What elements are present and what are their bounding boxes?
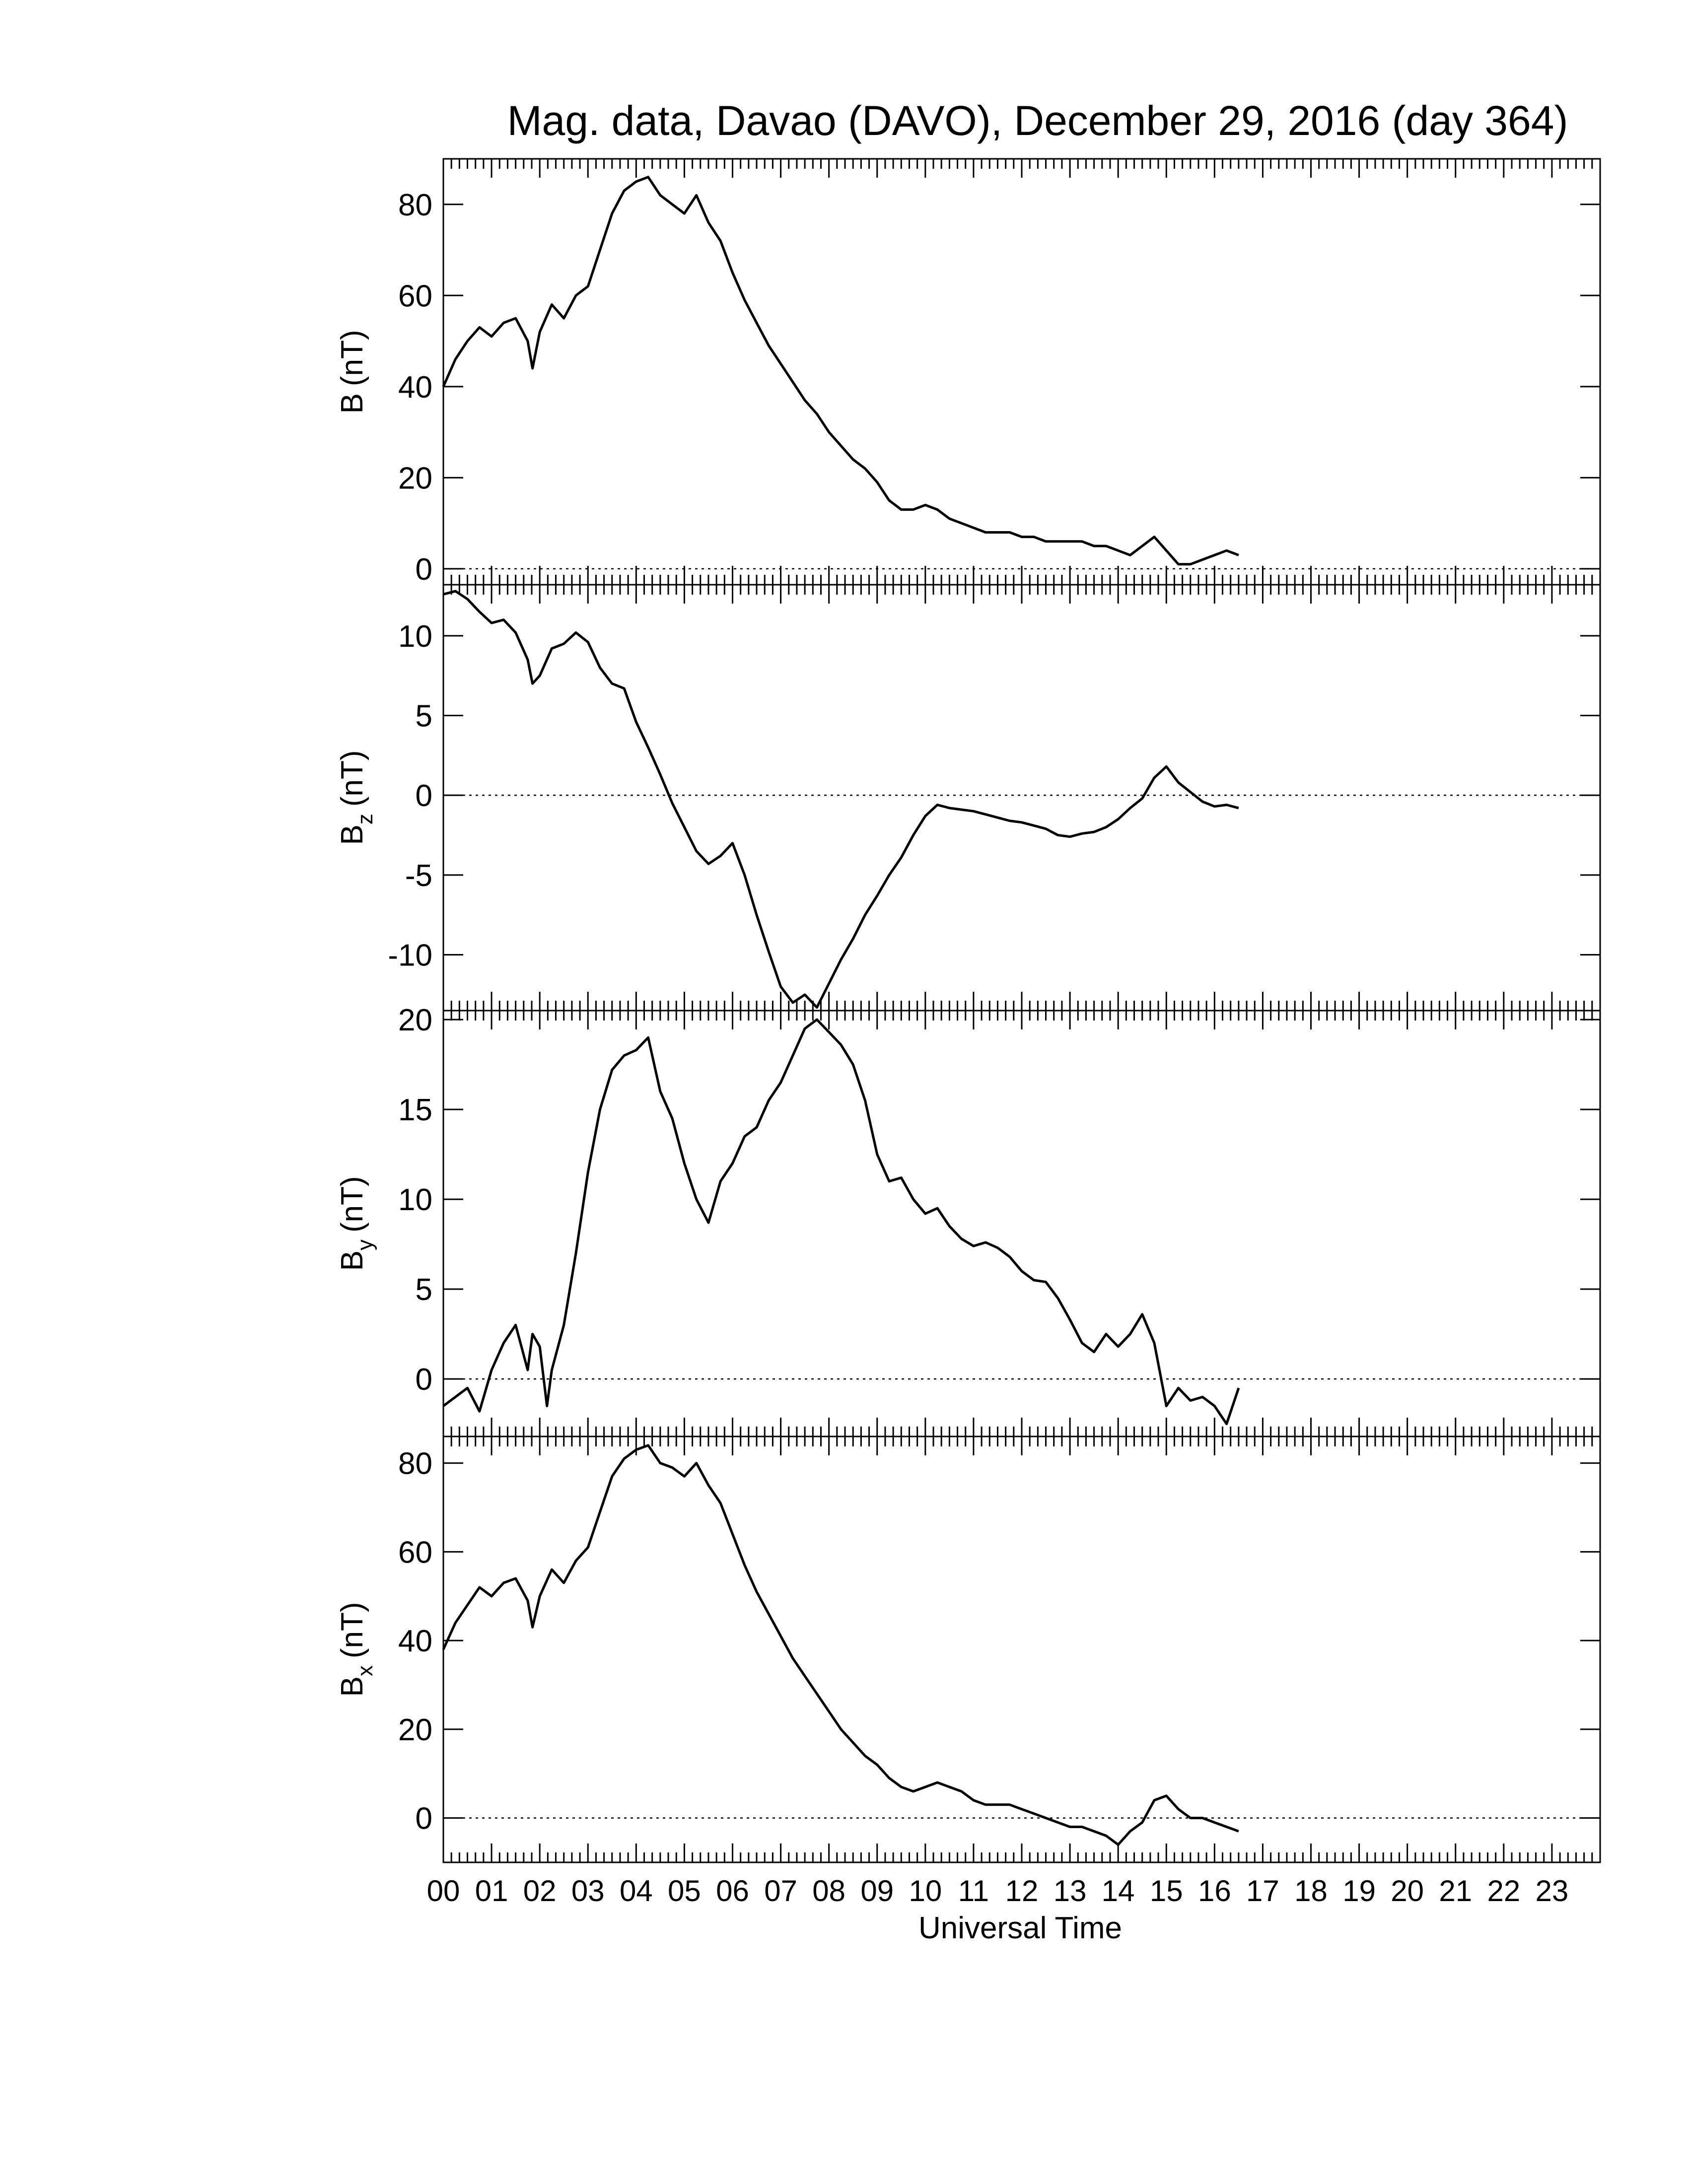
y-axis-label-unit: (nT) bbox=[335, 750, 369, 807]
y-tick-label: 0 bbox=[416, 1363, 432, 1397]
panel-3: 0 5 10 15 20 By (nT) bbox=[335, 1003, 1601, 1437]
y-axis-label-main: B bbox=[335, 824, 369, 845]
series-line bbox=[442, 1018, 1240, 1426]
y-tick-label: 5 bbox=[416, 1273, 432, 1307]
panel-2: -10 -5 0 5 10 Bz (nT) bbox=[335, 584, 1601, 1012]
x-tick-label: 06 bbox=[716, 1874, 749, 1908]
x-tick-label: 09 bbox=[860, 1874, 894, 1908]
y-axis-label-main: B bbox=[335, 1676, 369, 1697]
series-line bbox=[442, 1444, 1239, 1846]
x-tick-label: 11 bbox=[958, 1874, 989, 1908]
y-axis-label-unit: (nT) bbox=[335, 330, 369, 386]
x-tick-label: 13 bbox=[1054, 1874, 1087, 1908]
x-tick-label: 18 bbox=[1294, 1874, 1328, 1908]
y-tick-label: -10 bbox=[388, 939, 432, 973]
x-tick-label: 14 bbox=[1102, 1874, 1135, 1908]
y-axis-label-unit: (nT) bbox=[335, 1176, 369, 1232]
x-tick-label: 02 bbox=[523, 1874, 557, 1908]
y-tick-label: 0 bbox=[416, 552, 432, 587]
x-tick-label: 08 bbox=[812, 1874, 845, 1908]
y-tick-label: 10 bbox=[398, 619, 432, 654]
y-tick-label: 80 bbox=[398, 1447, 432, 1481]
panel-frame bbox=[442, 584, 1601, 1012]
y-axis-label-main: B bbox=[335, 393, 369, 413]
x-tick-label: 20 bbox=[1391, 1874, 1424, 1908]
panel-frame bbox=[442, 1435, 1601, 1863]
panel-4: 0 20 40 60 80 Bx (nT) bbox=[335, 1435, 1601, 1863]
x-tick-label: 22 bbox=[1487, 1874, 1520, 1908]
y-tick-label: 20 bbox=[398, 1003, 432, 1037]
y-tick-label: -5 bbox=[405, 859, 432, 893]
x-tick-label: 16 bbox=[1198, 1874, 1231, 1908]
series-line bbox=[442, 176, 1239, 566]
y-axis-label-sub: y bbox=[353, 1239, 377, 1250]
panel-frame bbox=[442, 1010, 1601, 1437]
y-tick-label: 60 bbox=[398, 279, 432, 313]
y-axis-label-sub: z bbox=[353, 814, 377, 824]
x-tick-labels: 00 01 02 03 04 05 06 07 08 09 10 11 12 13 14 15 16 17 18 19… bbox=[427, 1874, 1569, 1908]
y-tick-label: 5 bbox=[416, 699, 432, 734]
y-axis-label-main: B bbox=[335, 1250, 369, 1271]
chart-panels: 0 20 40 60 80 B (nT) -10 -5 0 5 10 Bz (nT) 0 5 10 15 20 By (… bbox=[335, 158, 1601, 1863]
series-line bbox=[443, 590, 1239, 1009]
panel-1: 0 20 40 60 80 B (nT) bbox=[335, 158, 1601, 587]
y-tick-label: 40 bbox=[398, 1624, 432, 1658]
y-axis-label-sub: x bbox=[353, 1665, 377, 1676]
x-tick-label: 05 bbox=[668, 1874, 701, 1908]
y-axis-label: Bz (nT) bbox=[335, 750, 377, 845]
x-tick-label: 10 bbox=[909, 1874, 942, 1908]
y-axis-label: B (nT) bbox=[335, 330, 369, 413]
y-axis-label: Bx (nT) bbox=[335, 1602, 377, 1697]
x-tick-label: 17 bbox=[1246, 1874, 1279, 1908]
y-tick-label: 40 bbox=[398, 370, 432, 405]
x-tick-label: 19 bbox=[1342, 1874, 1376, 1908]
x-tick-label: 07 bbox=[764, 1874, 797, 1908]
x-tick-label: 21 bbox=[1439, 1874, 1472, 1908]
y-axis-label-unit: (nT) bbox=[335, 1602, 369, 1658]
x-axis-label: Universal Time bbox=[918, 1911, 1122, 1945]
x-tick-label: 03 bbox=[571, 1874, 605, 1908]
y-tick-label: 20 bbox=[398, 461, 432, 495]
y-tick-label: 15 bbox=[398, 1093, 432, 1127]
x-tick-label: 04 bbox=[620, 1874, 653, 1908]
panel-frame bbox=[442, 158, 1601, 586]
y-tick-label: 0 bbox=[416, 779, 432, 813]
y-tick-label: 60 bbox=[398, 1535, 432, 1570]
chart-title: Mag. data, Davao (DAVO), December 29, 20… bbox=[507, 97, 1568, 144]
y-tick-label: 0 bbox=[416, 1802, 432, 1836]
x-tick-label: 15 bbox=[1150, 1874, 1183, 1908]
x-tick-label: 12 bbox=[1005, 1874, 1039, 1908]
x-tick-label: 00 bbox=[427, 1874, 460, 1908]
y-tick-label: 20 bbox=[398, 1713, 432, 1747]
y-tick-label: 80 bbox=[398, 188, 432, 222]
y-tick-label: 10 bbox=[398, 1183, 432, 1217]
x-tick-label: 23 bbox=[1536, 1874, 1569, 1908]
y-axis-label: By (nT) bbox=[335, 1176, 377, 1271]
x-tick-label: 01 bbox=[475, 1874, 508, 1908]
